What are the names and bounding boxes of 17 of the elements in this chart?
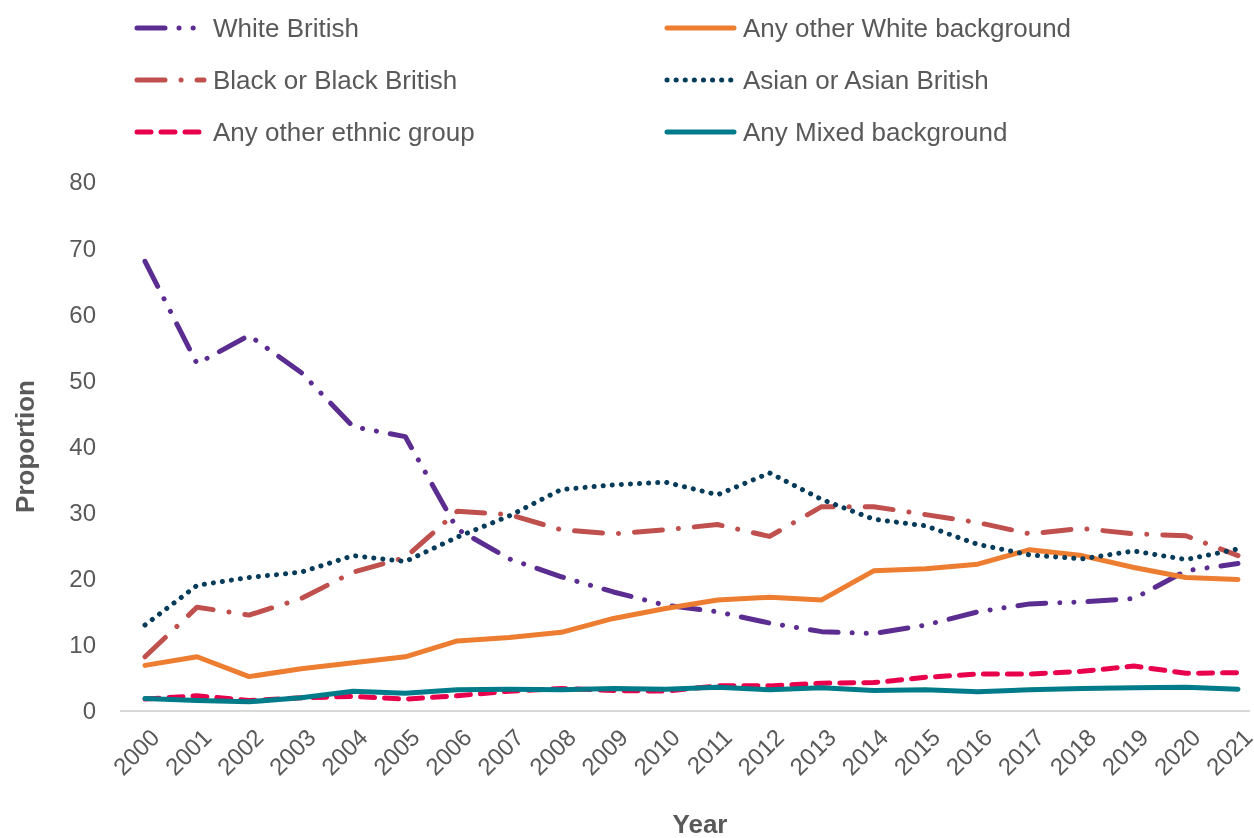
y-tick-label: 50 bbox=[69, 366, 96, 394]
legend-label: Black or Black British bbox=[213, 65, 458, 96]
y-tick-label: 70 bbox=[69, 234, 96, 262]
y-tick-label: 30 bbox=[69, 499, 96, 527]
y-tick-label: 80 bbox=[69, 168, 96, 196]
legend-label: White British bbox=[213, 13, 359, 44]
legend-label: Asian or Asian British bbox=[743, 65, 989, 96]
y-tick-label: 40 bbox=[69, 432, 96, 460]
y-tick-label: 60 bbox=[69, 300, 96, 328]
legend-label: Any other ethnic group bbox=[213, 117, 475, 148]
legend-label: Any other White background bbox=[743, 13, 1072, 44]
y-tick-label: 0 bbox=[82, 697, 96, 725]
y-tick-label: 10 bbox=[69, 631, 96, 659]
y-axis-title: Proportion bbox=[10, 380, 40, 513]
y-tick-label: 20 bbox=[69, 565, 96, 593]
legend-label: Any Mixed background bbox=[743, 117, 1008, 148]
x-axis-title: Year bbox=[672, 809, 728, 838]
